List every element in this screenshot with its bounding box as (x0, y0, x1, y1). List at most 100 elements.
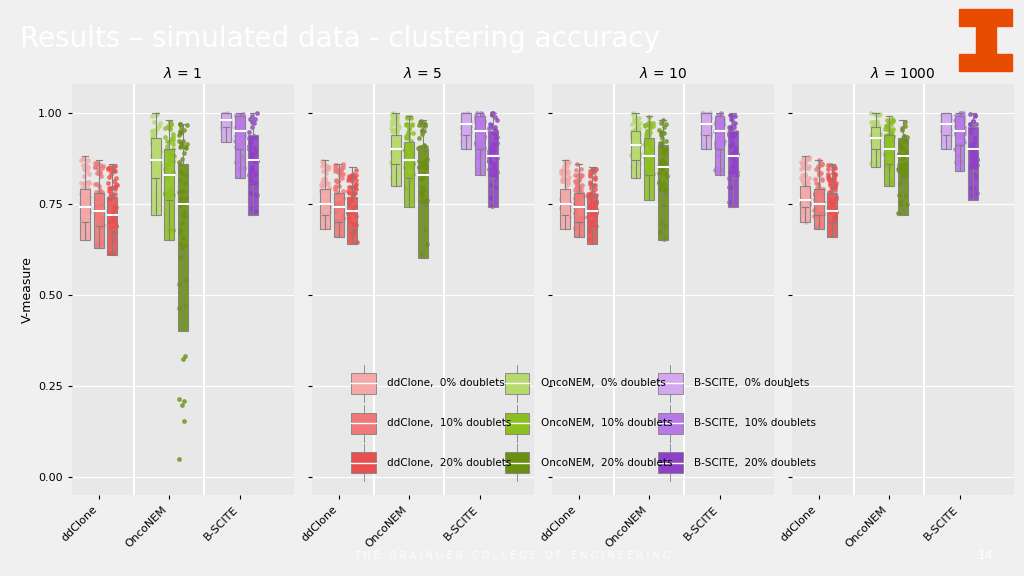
Point (220, 127, 237, 136)
Point (630, 167, 646, 176)
Point (481, 157, 498, 166)
Point (869, 134, 886, 143)
Point (328, 204, 344, 213)
Point (234, 112, 251, 121)
Point (165, 151, 181, 161)
Point (157, 164, 173, 173)
Point (878, 150, 894, 159)
Point (573, 180, 590, 189)
Point (319, 195, 336, 204)
Point (232, 139, 249, 148)
Point (963, 161, 979, 170)
Point (893, 173, 909, 182)
Point (172, 123, 188, 132)
Point (892, 143, 908, 153)
Point (868, 122, 885, 131)
Point (653, 139, 670, 149)
Point (934, 111, 950, 120)
Point (341, 188, 357, 197)
Point (574, 212, 591, 221)
Point (220, 119, 237, 128)
Point (653, 127, 670, 137)
Point (809, 184, 825, 193)
Point (716, 137, 732, 146)
Point (100, 194, 117, 203)
Point (403, 164, 420, 173)
Point (570, 188, 587, 198)
Point (898, 138, 914, 147)
Point (936, 113, 952, 122)
Point (244, 203, 260, 213)
Point (891, 164, 907, 173)
Point (864, 118, 881, 127)
Point (485, 123, 502, 132)
Point (941, 116, 957, 126)
Point (952, 108, 969, 118)
Point (88, 209, 104, 218)
Point (328, 184, 344, 194)
Point (868, 142, 885, 151)
Point (456, 115, 472, 124)
Point (582, 200, 598, 209)
Point (313, 210, 330, 219)
Point (144, 132, 161, 141)
Point (316, 202, 333, 211)
Point (727, 145, 743, 154)
Point (629, 147, 645, 157)
Point (455, 118, 471, 127)
Point (218, 116, 234, 126)
Point (345, 171, 361, 180)
Point (458, 116, 474, 126)
Point (701, 112, 718, 122)
Point (811, 218, 827, 227)
Point (560, 168, 577, 177)
Point (714, 120, 730, 130)
Point (94, 213, 111, 222)
Point (144, 130, 161, 139)
Point (712, 118, 728, 127)
Point (345, 203, 361, 213)
Point (638, 131, 654, 141)
Point (228, 122, 245, 131)
Point (723, 141, 739, 150)
Point (346, 172, 362, 181)
Point (218, 115, 234, 124)
Point (480, 165, 497, 174)
Point (234, 109, 251, 119)
Point (348, 220, 365, 229)
Point (341, 199, 357, 209)
Point (486, 144, 503, 153)
Point (222, 122, 239, 131)
Point (897, 164, 913, 173)
Point (824, 168, 841, 177)
Point (73, 178, 89, 187)
Point (245, 165, 261, 175)
Point (165, 226, 181, 235)
Point (398, 158, 415, 167)
Point (340, 175, 356, 184)
Point (952, 119, 969, 128)
Point (801, 191, 817, 200)
Point (657, 120, 674, 129)
Point (811, 167, 827, 176)
Point (864, 121, 881, 130)
Point (879, 120, 895, 130)
Point (863, 130, 880, 139)
Point (655, 122, 672, 131)
Point (471, 126, 487, 135)
Point (328, 186, 344, 195)
Point (632, 139, 648, 149)
Point (230, 115, 247, 124)
Point (588, 209, 604, 218)
Point (347, 219, 364, 228)
Point (871, 148, 888, 157)
Point (473, 142, 489, 151)
Point (157, 132, 173, 141)
Point (104, 166, 121, 175)
Point (726, 122, 742, 131)
Point (639, 166, 655, 176)
Point (92, 200, 109, 209)
Point (391, 145, 408, 154)
Point (695, 109, 712, 118)
Point (885, 156, 901, 165)
